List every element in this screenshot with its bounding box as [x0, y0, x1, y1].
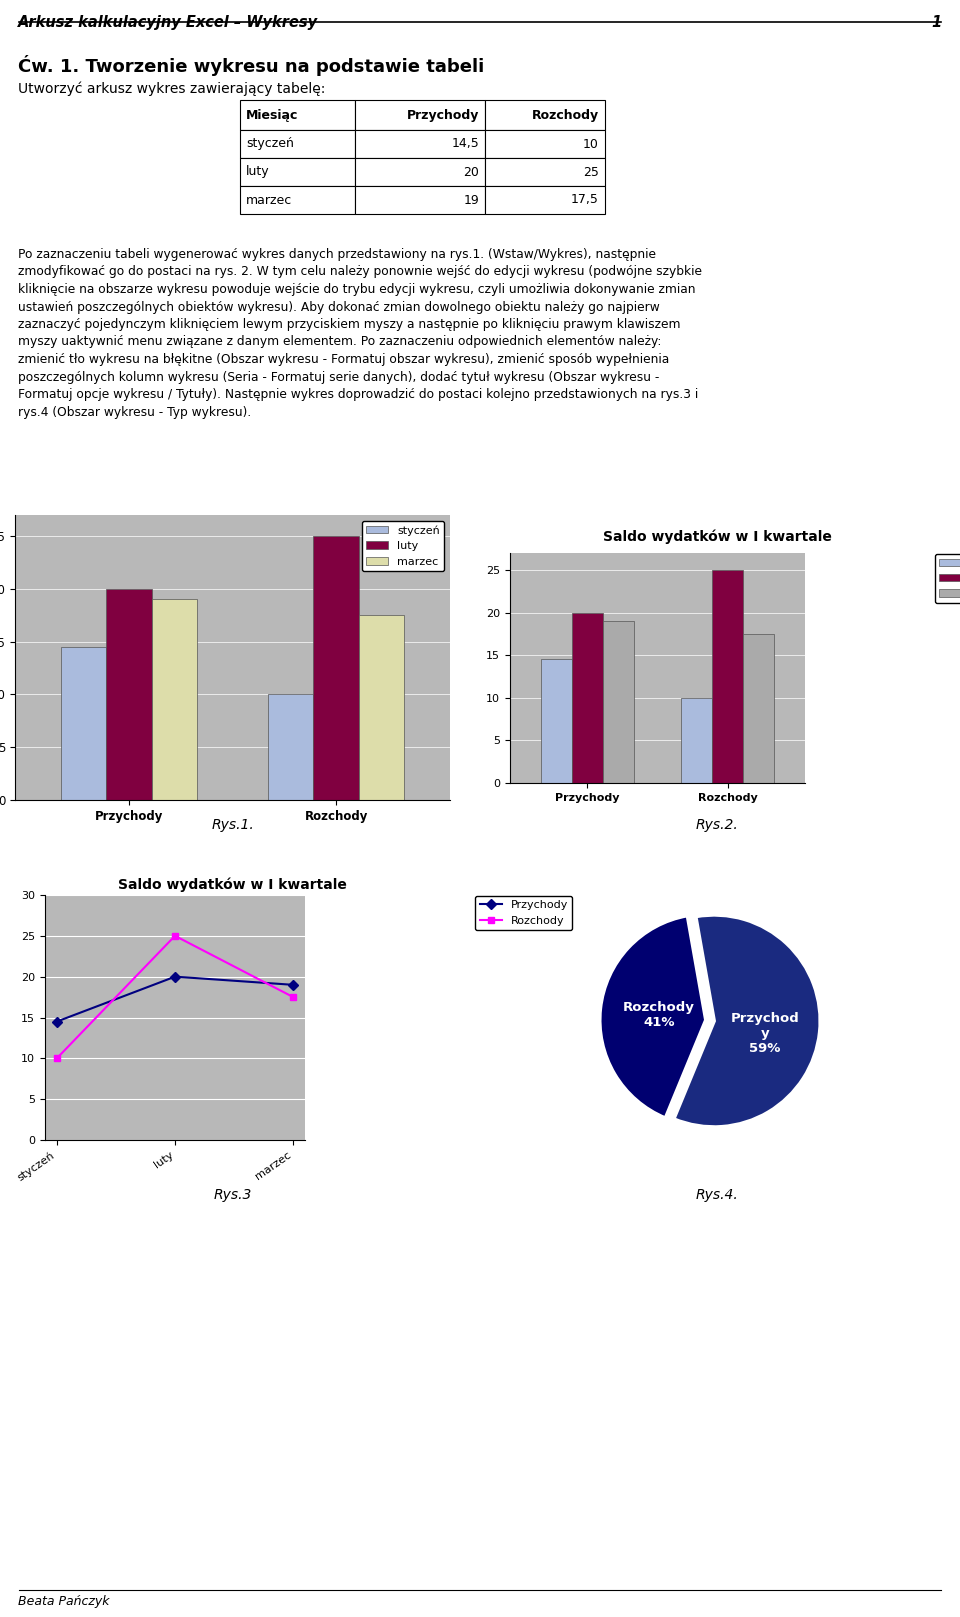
Bar: [240, 129, 355, 158]
Text: Przychod
y
59%: Przychod y 59%: [731, 1012, 800, 1054]
Text: zmodyfikować go do postaci na rys. 2. W tym celu należy ponownie wejść do edycji: zmodyfikować go do postaci na rys. 2. W …: [18, 265, 702, 278]
Text: Utworzyć arkusz wykres zawierający tabelę:: Utworzyć arkusz wykres zawierający tabel…: [18, 82, 325, 97]
Bar: [359, 616, 404, 800]
Text: 20: 20: [463, 165, 479, 178]
Text: Arkusz kalkulacyjny Excel – Wykresy: Arkusz kalkulacyjny Excel – Wykresy: [18, 15, 318, 31]
Text: Rys.1.: Rys.1.: [211, 818, 253, 833]
Bar: [540, 660, 572, 783]
Text: 1: 1: [932, 15, 942, 31]
Przychody: [287, 975, 299, 994]
Bar: [355, 186, 485, 213]
Przychody: [169, 967, 180, 986]
Bar: [485, 100, 605, 129]
Wedge shape: [674, 915, 820, 1127]
Text: Rys.4.: Rys.4.: [696, 1188, 739, 1201]
Text: Rys.3: Rys.3: [213, 1188, 252, 1201]
Text: 10: 10: [583, 137, 599, 150]
Text: Po zaznaczeniu tabeli wygenerować wykres danych przedstawiony na rys.1. (Wstaw/W: Po zaznaczeniu tabeli wygenerować wykres…: [18, 247, 656, 260]
Przychody: [51, 1012, 62, 1032]
Bar: [107, 589, 152, 800]
Text: 14,5: 14,5: [451, 137, 479, 150]
Text: Rozchody: Rozchody: [532, 108, 599, 121]
Text: zaznaczyć pojedynczym kliknięciem lewym przyciskiem myszy a następnie po kliknię: zaznaczyć pojedynczym kliknięciem lewym …: [18, 319, 681, 331]
Bar: [485, 129, 605, 158]
Bar: [712, 571, 743, 783]
Bar: [485, 158, 605, 186]
Text: styczeń: styczeń: [246, 137, 294, 150]
Text: myszy uaktywnić menu związane z danym elementem. Po zaznaczeniu odpowiednich ele: myszy uaktywnić menu związane z danym el…: [18, 335, 661, 349]
Legend: styczeń, luty, marzec: styczeń, luty, marzec: [362, 521, 444, 571]
Bar: [313, 537, 359, 800]
Rozchody: [51, 1049, 62, 1069]
Bar: [240, 158, 355, 186]
Legend: styczeń, luty, marzec: styczeń, luty, marzec: [935, 553, 960, 603]
Rozchody: [287, 988, 299, 1007]
Text: rys.4 (Obszar wykresu - Typ wykresu).: rys.4 (Obszar wykresu - Typ wykresu).: [18, 406, 252, 419]
Text: Porównanie za I kwartał: Porównanie za I kwartał: [618, 880, 817, 896]
Text: Rys.2.: Rys.2.: [696, 818, 739, 833]
Bar: [355, 158, 485, 186]
Text: Ćw. 1. Tworzenie wykresu na podstawie tabeli: Ćw. 1. Tworzenie wykresu na podstawie ta…: [18, 55, 484, 76]
Bar: [485, 186, 605, 213]
Text: luty: luty: [246, 165, 270, 178]
Bar: [603, 621, 634, 783]
Bar: [268, 694, 313, 800]
Bar: [240, 100, 355, 129]
Bar: [743, 634, 774, 783]
Text: 19: 19: [464, 194, 479, 207]
Bar: [682, 699, 712, 783]
Wedge shape: [600, 915, 706, 1117]
Bar: [240, 186, 355, 213]
Bar: [60, 647, 107, 800]
Text: Przychody: Przychody: [407, 108, 479, 121]
Legend: Przychody, Rozchody: Przychody, Rozchody: [475, 896, 572, 930]
Text: Formatuj opcje wykresu / Tytuły). Następnie wykres doprowadzić do postaci kolejn: Formatuj opcje wykresu / Tytuły). Następ…: [18, 388, 698, 401]
Bar: [355, 100, 485, 129]
Bar: [152, 600, 198, 800]
Text: kliknięcie na obszarze wykresu powoduje wejście do trybu edycji wykresu, czyli u: kliknięcie na obszarze wykresu powoduje …: [18, 283, 695, 296]
Text: Saldo wydatków w I kwartale: Saldo wydatków w I kwartale: [603, 529, 832, 543]
Line: Przychody: Przychody: [54, 973, 297, 1025]
Text: Rozchody
41%: Rozchody 41%: [623, 1001, 695, 1028]
Text: Beata Pańczyk: Beata Pańczyk: [18, 1594, 109, 1607]
Text: ustawień poszczególnych obiektów wykresu). Aby dokonać zmian dowolnego obiektu n: ustawień poszczególnych obiektów wykresu…: [18, 301, 660, 314]
Bar: [355, 129, 485, 158]
Text: 17,5: 17,5: [571, 194, 599, 207]
Text: poszczególnych kolumn wykresu (Seria - Formatuj serie danych), dodać tytuł wykre: poszczególnych kolumn wykresu (Seria - F…: [18, 370, 660, 383]
Text: Saldo wydatków w I kwartale: Saldo wydatków w I kwartale: [118, 876, 347, 891]
Bar: [572, 613, 603, 783]
Text: zmienić tło wykresu na błękitne (Obszar wykresu - Formatuj obszar wykresu), zmie: zmienić tło wykresu na błękitne (Obszar …: [18, 353, 669, 365]
Rozchody: [169, 927, 180, 946]
Text: Miesiąc: Miesiąc: [246, 108, 299, 121]
Text: marzec: marzec: [246, 194, 292, 207]
Line: Rozchody: Rozchody: [54, 933, 297, 1062]
Text: 25: 25: [583, 165, 599, 178]
